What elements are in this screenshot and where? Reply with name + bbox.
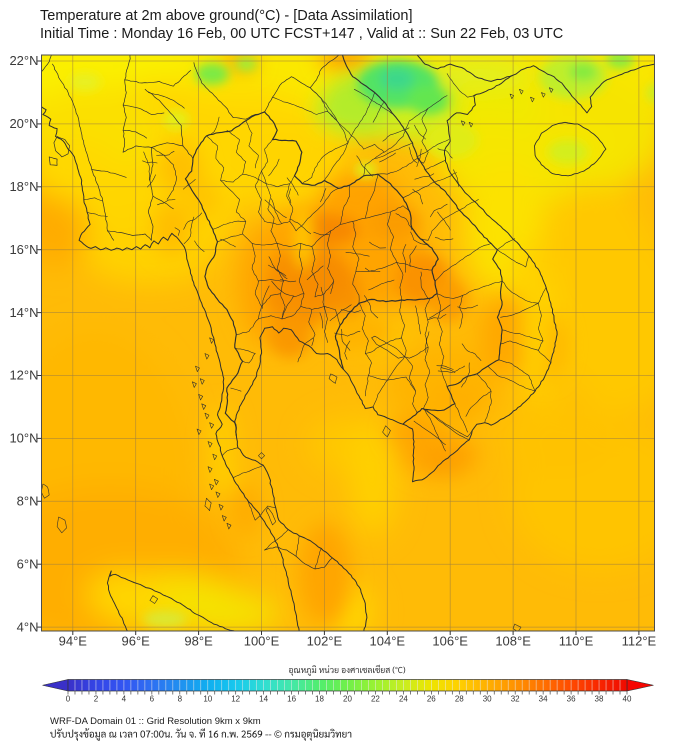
svg-text:14°N: 14°N	[9, 305, 38, 320]
svg-text:36: 36	[567, 695, 576, 704]
svg-text:10: 10	[203, 695, 212, 704]
svg-text:6°N: 6°N	[17, 556, 39, 571]
svg-text:110°E: 110°E	[559, 634, 594, 649]
svg-text:94°E: 94°E	[59, 634, 88, 649]
svg-text:0: 0	[66, 695, 71, 704]
svg-text:98°E: 98°E	[184, 634, 213, 649]
svg-text:18°N: 18°N	[9, 179, 38, 194]
svg-text:6: 6	[150, 695, 155, 704]
svg-text:12°N: 12°N	[9, 368, 38, 383]
svg-text:4°N: 4°N	[17, 619, 39, 634]
svg-text:16: 16	[287, 695, 296, 704]
svg-text:100°E: 100°E	[244, 634, 280, 649]
svg-text:28: 28	[455, 695, 464, 704]
svg-text:22: 22	[371, 695, 380, 704]
svg-text:32: 32	[511, 695, 520, 704]
svg-text:Initial Time : Monday 16 Feb,: Initial Time : Monday 16 Feb, 00 UTC FCS…	[40, 26, 563, 42]
svg-text:8: 8	[178, 695, 183, 704]
svg-text:104°E: 104°E	[370, 634, 406, 649]
svg-text:20°N: 20°N	[9, 116, 38, 131]
svg-text:96°E: 96°E	[122, 634, 151, 649]
svg-text:112°E: 112°E	[622, 634, 657, 649]
svg-text:108°E: 108°E	[495, 634, 531, 649]
svg-text:2: 2	[94, 695, 99, 704]
svg-text:20: 20	[343, 695, 352, 704]
svg-text:38: 38	[595, 695, 604, 704]
svg-text:16°N: 16°N	[9, 242, 38, 257]
svg-text:8°N: 8°N	[17, 494, 39, 509]
svg-text:4: 4	[122, 695, 127, 704]
svg-text:18: 18	[315, 695, 324, 704]
svg-text:WRF-DA Domain 01 :: Grid Resol: WRF-DA Domain 01 :: Grid Resolution 9km …	[50, 716, 261, 727]
svg-text:34: 34	[539, 695, 548, 704]
svg-text:14: 14	[259, 695, 268, 704]
svg-text:106°E: 106°E	[432, 634, 468, 649]
svg-text:26: 26	[427, 695, 436, 704]
svg-text:10°N: 10°N	[9, 431, 38, 446]
svg-text:30: 30	[483, 695, 492, 704]
svg-text:12: 12	[231, 695, 240, 704]
svg-text:40: 40	[623, 695, 632, 704]
svg-text:24: 24	[399, 695, 408, 704]
svg-text:Temperature at 2m above ground: Temperature at 2m above ground(°C) - [Da…	[40, 8, 413, 24]
svg-text:22°N: 22°N	[9, 53, 38, 68]
svg-text:102°E: 102°E	[307, 634, 343, 649]
